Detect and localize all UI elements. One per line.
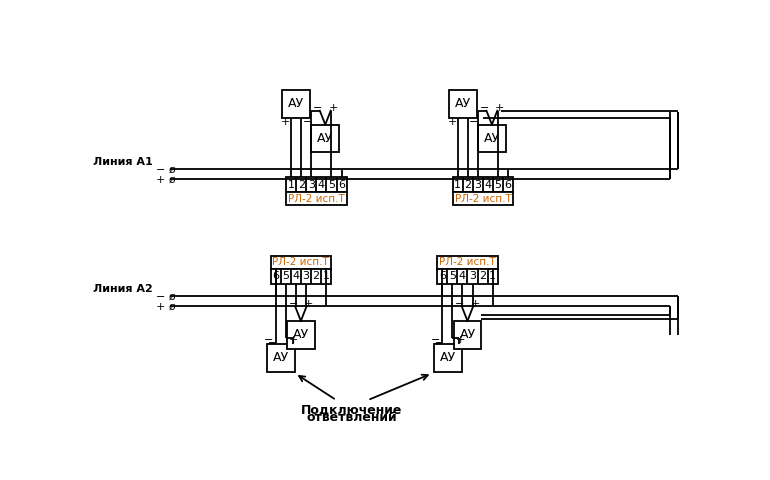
- Text: АУ: АУ: [317, 132, 333, 145]
- Text: 2: 2: [298, 180, 305, 190]
- Text: 6: 6: [439, 271, 446, 281]
- Bar: [453, 192, 513, 204]
- Bar: [267, 344, 295, 372]
- Bar: [453, 177, 513, 192]
- Text: 1: 1: [288, 180, 295, 190]
- Bar: [311, 125, 340, 152]
- Text: +: +: [304, 299, 313, 309]
- Text: +: +: [447, 117, 457, 127]
- Bar: [478, 125, 506, 152]
- Text: −: −: [289, 299, 298, 309]
- Text: 3: 3: [469, 271, 476, 281]
- Bar: [454, 321, 481, 348]
- Text: +: +: [280, 117, 290, 127]
- Bar: [437, 256, 497, 269]
- Text: +: +: [455, 335, 465, 345]
- Bar: [434, 344, 462, 372]
- Text: АУ: АУ: [455, 97, 471, 110]
- Text: РЛ-2 исп.Т: РЛ-2 исп.Т: [273, 257, 330, 267]
- Text: 1: 1: [489, 271, 496, 281]
- Text: 4: 4: [318, 180, 325, 190]
- Text: + ø: + ø: [156, 174, 176, 184]
- Text: РЛ-2 исп.Т: РЛ-2 исп.Т: [439, 257, 496, 267]
- Text: 3: 3: [308, 180, 315, 190]
- Bar: [286, 177, 346, 192]
- Text: −: −: [430, 335, 440, 345]
- Text: 3: 3: [303, 271, 310, 281]
- Text: 4: 4: [293, 271, 300, 281]
- Text: 1: 1: [323, 271, 330, 281]
- Text: Линия А2: Линия А2: [93, 284, 152, 294]
- Bar: [437, 269, 497, 284]
- Bar: [286, 192, 346, 204]
- Text: 3: 3: [474, 180, 481, 190]
- Text: 5: 5: [283, 271, 290, 281]
- Bar: [449, 90, 477, 118]
- Bar: [270, 256, 331, 269]
- Text: АУ: АУ: [484, 132, 500, 145]
- Text: АУ: АУ: [288, 97, 304, 110]
- Text: РЛ-2 исп.Т: РЛ-2 исп.Т: [288, 193, 345, 204]
- Text: −: −: [480, 103, 489, 113]
- Text: +: +: [289, 335, 298, 345]
- Text: 6: 6: [504, 180, 511, 190]
- Text: АУ: АУ: [440, 351, 456, 364]
- Bar: [287, 321, 315, 348]
- Text: − ø: − ø: [156, 164, 176, 174]
- Text: Подключение: Подключение: [301, 404, 403, 417]
- Text: −: −: [303, 117, 312, 127]
- Text: 2: 2: [313, 271, 320, 281]
- Text: 2: 2: [464, 180, 471, 190]
- Text: АУ: АУ: [293, 328, 309, 341]
- Text: 4: 4: [459, 271, 466, 281]
- Text: 1: 1: [454, 180, 461, 190]
- Text: 5: 5: [328, 180, 335, 190]
- Text: 6: 6: [338, 180, 345, 190]
- Bar: [270, 269, 331, 284]
- Text: 4: 4: [484, 180, 491, 190]
- Text: −: −: [313, 103, 322, 113]
- Text: + ø: + ø: [156, 301, 176, 312]
- Text: 5: 5: [494, 180, 501, 190]
- Text: −: −: [455, 299, 464, 309]
- Text: АУ: АУ: [460, 328, 476, 341]
- Text: −: −: [469, 117, 478, 127]
- Bar: [283, 90, 310, 118]
- Text: 6: 6: [272, 271, 280, 281]
- Text: +: +: [470, 299, 480, 309]
- Text: +: +: [495, 103, 504, 113]
- Text: РЛ-2 исп.Т: РЛ-2 исп.Т: [454, 193, 511, 204]
- Text: +: +: [328, 103, 338, 113]
- Text: − ø: − ø: [156, 291, 176, 301]
- Text: Линия А1: Линия А1: [93, 156, 152, 167]
- Text: 2: 2: [479, 271, 486, 281]
- Text: ответвлений: ответвлений: [306, 411, 397, 424]
- Text: АУ: АУ: [273, 351, 290, 364]
- Text: −: −: [264, 335, 273, 345]
- Text: 5: 5: [449, 271, 456, 281]
